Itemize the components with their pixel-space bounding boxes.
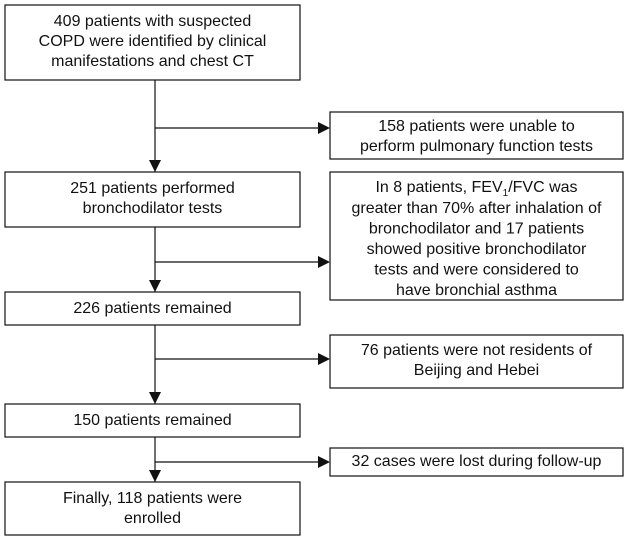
step-box (4, 291, 301, 326)
step-box (4, 403, 301, 438)
arrowhead (318, 256, 330, 268)
exclusion-box (329, 334, 624, 389)
exclusion-box (329, 447, 624, 477)
step-box (4, 4, 301, 81)
box-text: 158 patients were unable to (378, 118, 575, 135)
arrowhead (318, 122, 330, 134)
box-text: manifestations and chest CT (51, 53, 254, 70)
box-text: enrolled (124, 510, 181, 527)
box-text: bronchodilator and 17 patients (369, 220, 584, 237)
box-text: perform pulmonary function tests (360, 138, 593, 155)
step-box (4, 171, 301, 228)
box-text: COPD were identified by clinical (39, 33, 267, 50)
text-part: In 8 patients, FEV (375, 179, 503, 196)
arrowhead (149, 160, 161, 172)
arrowhead (318, 353, 330, 365)
box-text: 226 patients remained (73, 300, 231, 317)
box-text: bronchodilator tests (83, 200, 223, 217)
box-text: 409 patients with suspected (54, 13, 251, 30)
box-text: have bronchial asthma (396, 282, 557, 299)
box-text: In 8 patients, FEV1/FVC was (375, 179, 577, 198)
box-text: tests and were considered to (374, 262, 579, 279)
arrowhead (318, 456, 330, 468)
box-text: greater than 70% after inhalation of (352, 200, 603, 217)
box-text: 251 patients performed (70, 180, 235, 197)
arrowhead (149, 392, 161, 404)
box-text: 76 patients were not residents of (361, 342, 593, 359)
box-text: showed positive bronchodilator (367, 241, 587, 258)
box-text: Beijing and Hebei (414, 362, 539, 379)
exclusion-box (329, 111, 624, 160)
box-text: 32 cases were lost during follow-up (352, 453, 602, 470)
step-box (4, 481, 301, 536)
arrowhead (149, 280, 161, 292)
subscript: 1 (503, 188, 509, 199)
box-text: Finally, 118 patients were (63, 490, 242, 507)
text-part: /FVC was (508, 179, 577, 196)
box-text: 150 patients remained (73, 412, 231, 429)
arrowhead (149, 470, 161, 482)
exclusion-box (329, 171, 624, 301)
